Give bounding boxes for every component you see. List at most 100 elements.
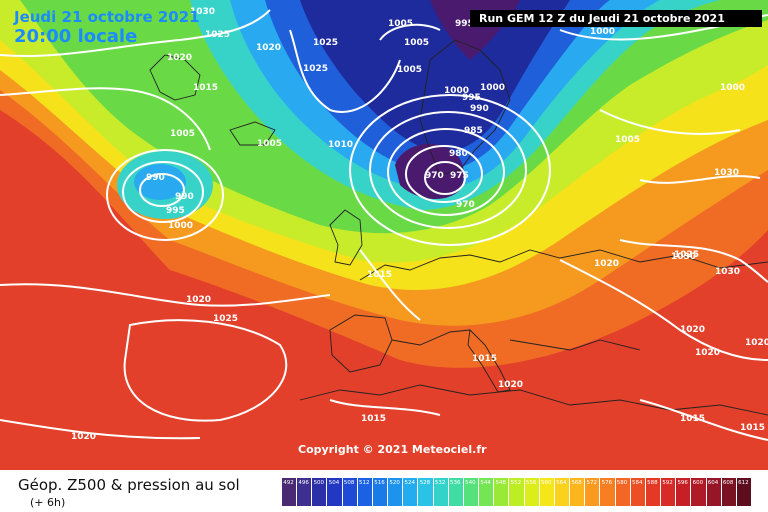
scale-label: 584 [631, 480, 643, 486]
scale-label: 520 [389, 480, 400, 486]
map-timestamp: Jeudi 21 octobre 2021 20:00 locale [14, 10, 200, 46]
scale-label: 552 [510, 480, 522, 486]
isobar-label: 1005 [404, 38, 429, 48]
scale-swatch [508, 478, 524, 506]
isobar-label: 1000 [720, 83, 745, 93]
scale-label: 528 [419, 480, 431, 486]
scale-swatch [371, 478, 388, 506]
scale-swatch [387, 478, 403, 506]
isobar-line [639, 175, 761, 184]
isobar-label: 970 [425, 171, 444, 181]
isobar-line [289, 29, 401, 113]
isobars [0, 9, 768, 441]
scale-label: 500 [313, 480, 325, 486]
isobar-line [379, 23, 441, 41]
scale-swatch [553, 478, 570, 506]
isobar-label: 995 [462, 93, 481, 103]
scale-swatch [584, 478, 600, 506]
isobar-label: 1005 [388, 19, 413, 29]
isobar-line [0, 87, 211, 151]
scale-swatch [493, 478, 509, 506]
scale-label: 540 [465, 480, 476, 486]
scale-label: 496 [298, 480, 309, 486]
scale-label: 524 [404, 480, 416, 486]
isobar-line [139, 173, 185, 207]
coastline-iberia [329, 314, 393, 373]
isobar-line [599, 109, 741, 135]
scale-swatch [326, 478, 342, 506]
isobar-label: 1000 [444, 86, 469, 96]
scale-swatch [720, 478, 736, 506]
coastline-mediterranean [391, 329, 641, 351]
scale-label: 508 [343, 480, 355, 486]
isobar-label: 1015 [740, 423, 765, 433]
isobar-label: 1030 [714, 168, 739, 178]
scale-label: 512 [359, 480, 370, 486]
scale-label: 576 [601, 480, 613, 486]
isobar-label: 1005 [397, 65, 422, 75]
scale-swatch [690, 478, 706, 506]
isobar-label: 1030 [671, 252, 696, 262]
isobar-line [349, 94, 551, 246]
scale-label: 604 [707, 480, 719, 486]
coastline-iceland [229, 121, 276, 146]
footer-title: Géop. Z500 & pression au sol [18, 476, 240, 494]
scale-label: 556 [525, 480, 537, 486]
isobar-label: 1005 [170, 129, 195, 139]
scale-label: 492 [283, 480, 294, 486]
isobar-label: 1020 [594, 259, 619, 269]
scale-swatch [432, 478, 448, 506]
isobar-label: 1025 [674, 250, 699, 260]
scale-swatch [599, 478, 615, 506]
scale-swatch [538, 478, 554, 506]
scale-label: 580 [616, 480, 628, 486]
coastline-british-isles [329, 209, 363, 266]
isobar-label: 1000 [168, 221, 193, 231]
isobar-line [559, 259, 768, 361]
isobar-line [387, 128, 505, 216]
map-local-time: 20:00 locale [14, 26, 138, 47]
isobar-label: 990 [175, 192, 194, 202]
scale-label: 516 [374, 480, 385, 486]
isobar-label: 1000 [480, 83, 505, 93]
isobar-label: 970 [456, 200, 475, 210]
isobar-label: 1005 [257, 139, 282, 149]
isobar-label: 1020 [256, 43, 281, 53]
isobar-line [123, 319, 288, 422]
isobar-label: 1025 [313, 38, 338, 48]
scale-label: 592 [662, 480, 673, 486]
scale-swatch [462, 478, 479, 506]
isobar-label: 1020 [695, 348, 720, 358]
isobar-label: 1020 [498, 380, 523, 390]
map-date: Jeudi 21 octobre 2021 [14, 8, 200, 26]
coastline-italy [467, 329, 511, 393]
coastline-north-africa [299, 384, 768, 416]
run-banner: Run GEM 12 Z du Jeudi 21 octobre 2021 [470, 10, 762, 27]
isobar-line [106, 149, 224, 241]
isobar-line [369, 111, 527, 229]
scale-label: 596 [677, 480, 688, 486]
scale-label: 572 [586, 480, 597, 486]
isobar-label: 990 [470, 104, 489, 114]
color-scale: 492 496 500 504 508 512 516 520 524 528 532 536 540 5… [281, 478, 751, 508]
scale-swatch [311, 478, 327, 506]
isobar-label: 1015 [472, 354, 497, 364]
scale-swatch [629, 478, 645, 506]
scale-label: 504 [328, 480, 340, 486]
isobar-line [359, 249, 421, 321]
scale-label: 532 [434, 480, 446, 486]
scale-swatch [281, 478, 297, 506]
isobar-line [424, 161, 466, 195]
isobar-line [0, 9, 271, 58]
isobar-line [0, 283, 331, 307]
isobar-line [329, 399, 441, 416]
scale-label: 564 [556, 480, 567, 486]
isobar-label: 995 [166, 206, 185, 216]
coastline-greenland [149, 54, 201, 101]
scale-label: 608 [722, 480, 734, 486]
coastline-europe [359, 249, 768, 281]
isobar-label: 1000 [590, 27, 615, 37]
scale-label: 548 [495, 480, 507, 486]
scale-swatch [356, 478, 372, 506]
isobar-label: 995 [455, 19, 474, 29]
